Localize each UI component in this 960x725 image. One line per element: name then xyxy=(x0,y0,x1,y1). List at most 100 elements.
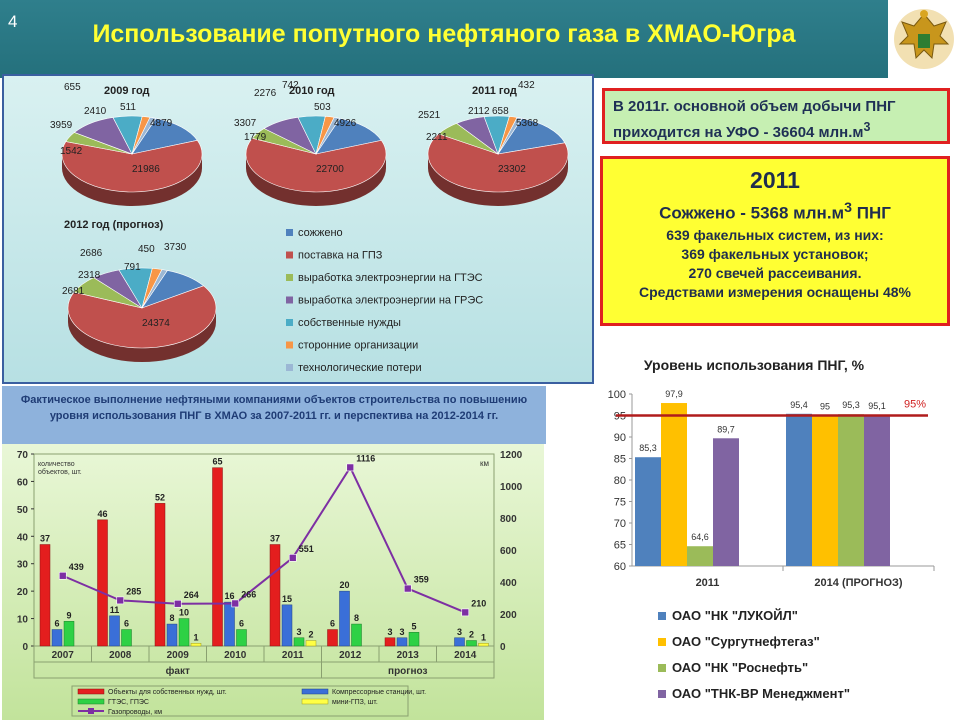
bar-value-label: 3 xyxy=(399,627,404,637)
pie-slice xyxy=(497,117,523,155)
x-tick-label: 2008 xyxy=(109,650,132,661)
bar xyxy=(212,467,223,647)
bar-value-label: 5 xyxy=(411,621,416,631)
x-tick-label: 2014 xyxy=(454,650,477,661)
construction-chart-panel: 0 10 20 30 40 50 60 70 0 200 400 600 800 1000 1200 коли… xyxy=(2,444,544,720)
line-value-label: 210 xyxy=(471,598,486,608)
bar xyxy=(864,415,890,566)
bar-value-label: 65 xyxy=(212,457,222,467)
bar-value-label: 85,3 xyxy=(639,443,657,453)
group-label: прогноз xyxy=(388,666,427,677)
bar xyxy=(190,643,202,647)
flare-candles: 270 свечей рассеивания. xyxy=(688,264,862,281)
pie-charts-svg: 2009 год 4879 21986 1542 3959 2410 655 511 2010 … xyxy=(50,80,569,374)
bar xyxy=(466,640,477,647)
y-tick-label: 75 xyxy=(614,497,626,509)
line-value-label: 1116 xyxy=(356,453,375,463)
bar xyxy=(39,544,51,647)
bar-value-label: 95,4 xyxy=(790,400,808,410)
y2-axis-label: км xyxy=(480,459,489,468)
bar-value-label: 20 xyxy=(339,580,349,590)
burned-volume-suffix: ПНГ xyxy=(852,203,891,223)
group-cell xyxy=(321,661,495,679)
legend-swatch xyxy=(77,698,105,705)
reference-label: 95% xyxy=(904,399,926,411)
line-point xyxy=(346,463,355,472)
pie-slice xyxy=(315,116,341,155)
y-tick-label: 50 xyxy=(17,505,29,516)
bar xyxy=(478,643,489,647)
pie-value-label: 511 xyxy=(120,102,136,113)
bar xyxy=(224,601,235,647)
legend-label: ОАО "НК "Роснефть" xyxy=(672,660,808,675)
pie-title: 2011 год xyxy=(472,85,517,97)
y-axis-label-1: количество xyxy=(38,461,75,468)
burned-year: 2011 xyxy=(750,167,800,193)
bar xyxy=(812,415,838,566)
legend-box xyxy=(71,685,409,717)
bar-value-label: 1 xyxy=(481,632,486,642)
legend-label: ГТЭС, ГПЭС xyxy=(108,699,149,706)
bar-value-label: 6 xyxy=(124,619,129,629)
legend-swatch xyxy=(286,296,293,304)
pie-slice xyxy=(141,269,168,309)
bar xyxy=(713,438,739,566)
pie-value-label: 1779 xyxy=(244,132,267,143)
pie-value-label: 3959 xyxy=(50,120,73,131)
pie-title: 2010 год xyxy=(289,85,335,97)
pie-value-label: 1542 xyxy=(60,146,83,157)
bar-value-label: 11 xyxy=(110,605,120,615)
line-value-label: 266 xyxy=(241,589,256,599)
pie-value-label: 2211 xyxy=(426,132,448,143)
pie-value-label: 2410 xyxy=(84,106,107,117)
fact-caption-text: Фактическое выполнение нефтяными компани… xyxy=(20,394,528,422)
y-tick-label: 10 xyxy=(17,615,29,626)
pie-value-label: 3307 xyxy=(234,118,257,129)
bar-value-label: 52 xyxy=(155,492,165,502)
pie-chart-3: 2011 год 5368 23302 2211 2521 2112 658 432 xyxy=(418,80,569,206)
x-tick-label: 2012 xyxy=(339,650,362,661)
y-tick-label: 0 xyxy=(22,642,28,653)
pie-slice xyxy=(497,117,566,155)
bar-value-label: 64,6 xyxy=(691,532,709,542)
pie-value-label: 450 xyxy=(138,244,155,255)
bar xyxy=(63,621,75,647)
pie-slice xyxy=(131,117,198,155)
pie-value-label: 2521 xyxy=(418,110,441,121)
y-tick-label: 60 xyxy=(17,477,29,488)
bar-value-label: 8 xyxy=(354,613,359,623)
legend-swatch xyxy=(658,612,666,620)
page-title: Использование попутного нефтяного газа в… xyxy=(92,20,796,48)
ufo-sup: 3 xyxy=(863,120,871,134)
pie-chart-4: 2012 год (прогноз)3730 24374 2681 2318 2686 7… xyxy=(62,219,217,362)
legend-swatch xyxy=(286,364,293,371)
pie-value-label: 791 xyxy=(124,262,141,273)
pie-charts-panel: 2009 год 4879 21986 1542 3959 2410 655 511 2010 … xyxy=(2,74,594,384)
pie-value-label: 3730 xyxy=(164,242,187,253)
x-tick-label: 2013 xyxy=(397,650,420,661)
ufo-volume-box: В 2011г. основной объем добычи ПНГ прихо… xyxy=(602,88,950,144)
bar xyxy=(281,604,293,647)
bar-value-label: 37 xyxy=(270,534,280,544)
y-tick-label: 60 xyxy=(614,561,626,573)
legend-label: сожжено xyxy=(298,227,343,239)
y-tick-label: 20 xyxy=(17,587,29,598)
pie-chart-2: 2010 год 4926 22700 1779 3307 2276 742 503 xyxy=(234,80,387,206)
legend-label: собственные нужды xyxy=(298,317,401,329)
bar xyxy=(687,546,713,566)
legend-label: поставка на ГПЗ xyxy=(298,250,383,262)
line-point xyxy=(58,571,67,580)
y-tick-label: 85 xyxy=(614,454,626,466)
header-band xyxy=(0,0,888,78)
bar-value-label: 95,1 xyxy=(868,401,886,411)
burned-gas-box: 2011 Сожжено - 5368 млн.м3 ПНГ 639 факел… xyxy=(600,156,950,326)
y2-tick-label: 200 xyxy=(500,610,517,621)
pie-slice xyxy=(131,116,157,155)
y-axis-label-2: объектов, шт. xyxy=(38,468,82,476)
x-tick-label: 2011 xyxy=(696,577,720,589)
legend-label: ОАО "Сургутнефтегаз" xyxy=(672,634,820,649)
emblem-logo xyxy=(888,0,960,78)
line-point xyxy=(116,596,125,605)
legend-label: технологические потери xyxy=(298,362,422,374)
bar-value-label: 6 xyxy=(54,619,59,629)
